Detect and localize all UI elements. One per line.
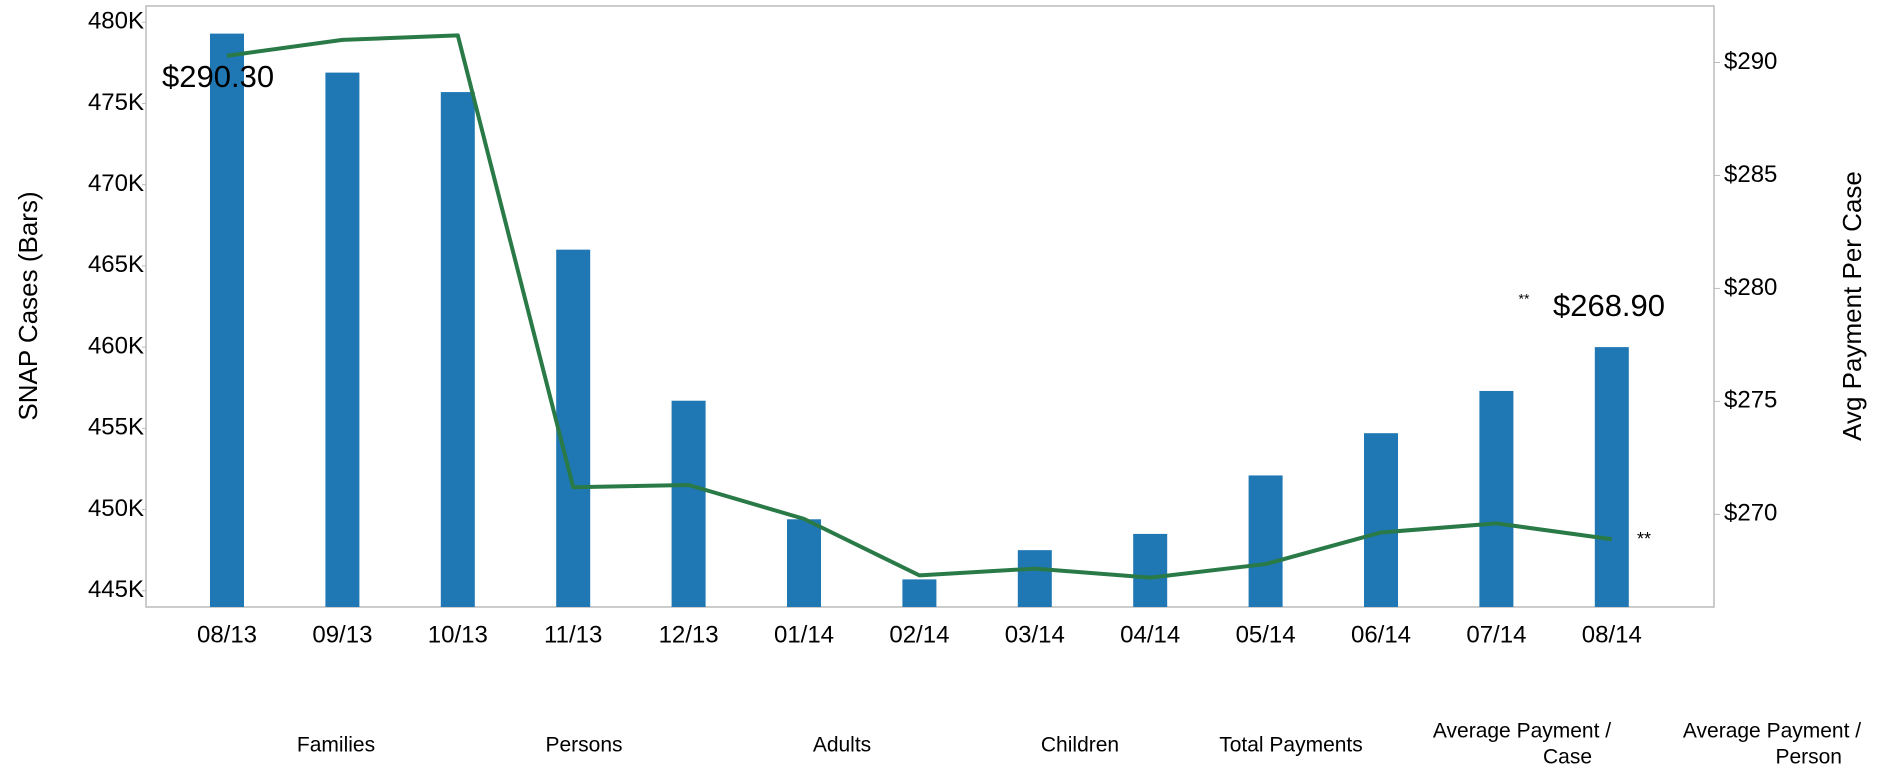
x-tick-label: 02/14 (889, 621, 949, 648)
y-tick-label: 480K (88, 8, 144, 35)
bar (1248, 475, 1283, 607)
bar (1594, 347, 1629, 607)
x-tick-label: 05/14 (1236, 621, 1296, 648)
y2-tick-label: $270 (1724, 500, 1777, 527)
bar (1133, 533, 1168, 607)
x-tick-label: 04/14 (1120, 621, 1180, 648)
annotation: ** (1519, 291, 1530, 307)
x-tick-label: 08/13 (197, 621, 257, 648)
bar (1479, 390, 1514, 607)
annotation: ** (1637, 529, 1651, 549)
table-header: Total Payments (1219, 734, 1363, 757)
bar (671, 400, 706, 607)
x-tick-label: 09/13 (312, 621, 372, 648)
x-tick-label: 01/14 (774, 621, 834, 648)
x-tick-label: 11/13 (544, 621, 602, 648)
y-axis-label: SNAP Cases (Bars) (13, 191, 43, 420)
bar (210, 33, 244, 607)
bar (787, 519, 821, 607)
y-tick-label: 455K (88, 414, 144, 441)
y2-tick-label: $275 (1724, 387, 1777, 414)
y2-axis-label: Avg Payment Per Case (1837, 171, 1867, 441)
y-tick-label: 475K (88, 89, 144, 116)
y-tick-label: 465K (88, 251, 144, 278)
y-tick-label: 470K (88, 170, 144, 197)
y2-tick-label: $280 (1724, 274, 1777, 301)
bar (325, 72, 360, 608)
table-header: Children (1041, 734, 1119, 757)
x-tick-label: 06/14 (1351, 621, 1411, 648)
table-header: Families (297, 734, 375, 757)
bar (1364, 433, 1398, 607)
line (226, 33, 1613, 580)
value-label: $290.30 (162, 59, 274, 94)
table-header: Persons (545, 734, 622, 757)
table-header: Average Payment / (1433, 720, 1611, 743)
table-header: Average Payment / (1683, 720, 1861, 743)
x-tick-label: 12/13 (659, 621, 719, 648)
table-header: Case (1543, 746, 1592, 769)
table-header: Person (1775, 746, 1842, 769)
y2-tick-label: $290 (1724, 48, 1777, 75)
y-tick-label: 460K (88, 332, 144, 359)
x-tick-label: 08/14 (1582, 621, 1642, 648)
bar (556, 249, 591, 607)
y-tick-label: 445K (88, 576, 144, 603)
x-tick-label: 10/13 (428, 621, 488, 648)
x-tick-label: 07/14 (1466, 621, 1526, 648)
x-tick-label: 03/14 (1005, 621, 1065, 648)
bar (1017, 550, 1052, 607)
y2-tick-label: $285 (1724, 161, 1777, 188)
bar (440, 92, 475, 608)
value-label: $268.90 (1553, 288, 1665, 323)
table-header: Adults (813, 734, 871, 757)
plot-frame (145, 5, 1715, 608)
y-tick-label: 450K (88, 495, 144, 522)
bar (902, 579, 937, 607)
